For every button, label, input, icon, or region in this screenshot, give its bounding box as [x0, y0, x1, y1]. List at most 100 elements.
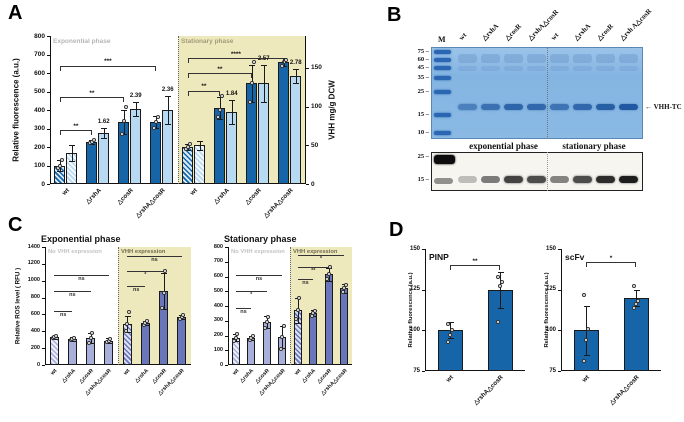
y-axis-tick: [225, 335, 228, 337]
y-axis-right-tick: [306, 145, 309, 147]
error-bar-cap: [197, 149, 204, 151]
gel-vhh-band: [619, 104, 638, 110]
data-point: [144, 319, 149, 324]
significance-line: [127, 256, 182, 258]
blot-band: [596, 176, 615, 183]
significance-line: [297, 255, 345, 257]
x-tick-label: wt: [61, 187, 71, 197]
y-axis-right-tick: [306, 106, 309, 108]
bar: [177, 316, 187, 365]
significance-line: [54, 274, 109, 276]
y-axis-tick: [422, 289, 425, 291]
significance-bracket: [59, 65, 156, 71]
data-point: [582, 359, 587, 364]
bar-value-label: 2.78: [289, 59, 302, 66]
y-axis-tick-label: 500: [213, 287, 223, 294]
x-tick-label: △rshA: [301, 368, 318, 385]
y-axis-tick-label: 100: [409, 326, 420, 333]
y-axis-right-label: VHH mg/g DCW: [327, 80, 337, 140]
region-label: VHH expression: [121, 249, 166, 255]
y-axis-right-tick-label: 0: [311, 180, 315, 188]
significance-bracket: [187, 58, 284, 64]
error-bar-cap: [89, 144, 96, 146]
significance-label: ns: [78, 275, 85, 282]
y-axis-tick: [558, 371, 561, 372]
y-axis-tick: [558, 330, 561, 332]
y-axis-tick: [47, 110, 50, 111]
y-axis-tick-label: 1400: [27, 243, 40, 250]
bar-value-label: 2.39: [129, 92, 142, 99]
y-axis-tick: [47, 147, 50, 148]
blot-band: [619, 176, 638, 183]
data-point: [160, 305, 165, 310]
y-axis-tick-label: 125: [409, 286, 420, 293]
gel-lane-label: △cosR: [595, 22, 615, 42]
gel-lane-smear: [504, 66, 523, 71]
y-axis-tick: [42, 331, 45, 333]
data-point: [280, 63, 285, 68]
gel-phase-label-exponential: exponential phase: [469, 141, 538, 151]
error-bar-cap: [106, 342, 113, 344]
data-point: [161, 291, 166, 296]
gel-vhh-band: [527, 104, 546, 110]
error-bar-cap: [57, 171, 64, 173]
gel-marker-label: 35 –: [417, 74, 429, 81]
y-axis-tick: [42, 365, 45, 366]
panel-d-letter: D: [389, 219, 404, 241]
error-bar-cap: [293, 82, 300, 84]
error-bar-cap: [447, 322, 454, 324]
bar: [623, 297, 649, 371]
y-axis-tick: [225, 306, 228, 307]
data-point: [499, 279, 504, 284]
significance-line: [235, 308, 252, 310]
blot-phase-separator: [547, 152, 548, 191]
error-bar-cap: [88, 342, 95, 344]
error-bar-cap: [264, 328, 271, 330]
bar: [67, 338, 77, 365]
significance-line: [54, 311, 73, 313]
data-point: [251, 59, 256, 64]
significance-label: **: [472, 257, 478, 265]
gel-vhh-band: [573, 104, 592, 110]
y-axis-tick-label: 500: [34, 88, 45, 95]
y-axis-tick-label: 100: [545, 326, 556, 333]
y-axis-tick-label: 800: [213, 243, 223, 250]
plot-frame: [561, 249, 661, 371]
y-axis-tick-label: 300: [34, 125, 45, 132]
panel-a: A Exponential phase Stationary phase 0 100 2…: [0, 0, 345, 219]
significance-line: [127, 270, 164, 272]
error-bar-cap: [279, 348, 286, 350]
y-axis-tick: [422, 330, 425, 332]
y-axis-tick-label: 1200: [27, 260, 40, 267]
significance-label: ns: [255, 276, 263, 283]
gel-lane-smear: [481, 66, 500, 71]
bar: [278, 61, 290, 184]
y-axis-tick-label: 200: [34, 143, 45, 151]
error-bar: [163, 272, 165, 309]
data-point: [632, 305, 637, 310]
error-bar-cap: [583, 305, 590, 307]
y-axis-tick-label: 100: [213, 346, 223, 353]
gel-lane-label: △rshA: [572, 22, 593, 42]
data-point: [217, 108, 222, 112]
y-axis-tick: [47, 128, 50, 130]
data-point: [59, 158, 64, 163]
y-axis-tick-label: 600: [213, 273, 223, 279]
data-point: [53, 333, 58, 338]
data-point: [496, 274, 501, 279]
y-axis-tick-label: 200: [213, 332, 223, 338]
error-bar-cap: [229, 123, 236, 125]
significance-bracket: [187, 90, 220, 96]
y-axis-right-tick: [306, 67, 309, 69]
bar: [194, 145, 206, 184]
data-point: [278, 346, 283, 351]
region-label: No VHH expression: [231, 249, 285, 255]
data-point: [155, 115, 160, 120]
significance-label: *: [319, 256, 323, 263]
error-bar-cap: [233, 341, 240, 343]
panel-d-chart-scfv: 75 100 125 150 Relative fluorescence (a.u.) w…: [345, 211, 684, 422]
data-point: [187, 142, 192, 147]
error-bar-cap: [121, 110, 128, 111]
gel-lane-label: △rsh A△cosR: [618, 7, 654, 42]
data-point: [108, 337, 113, 342]
